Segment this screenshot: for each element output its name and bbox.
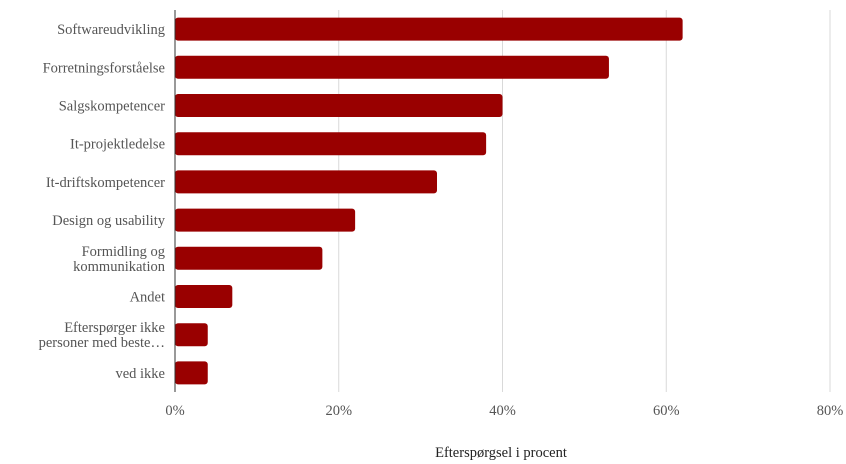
category-label: Salgskompetencer: [59, 99, 165, 115]
category-labels: Softwareudvikling Forretningsforståelse Sa…: [39, 22, 166, 382]
bar: [175, 94, 503, 117]
bar: [175, 361, 208, 385]
category-label: Softwareudvikling: [57, 22, 165, 38]
bar: [175, 323, 208, 347]
x-tick-label: 20%: [325, 403, 352, 419]
bar: [175, 55, 609, 79]
x-tick-label: 0%: [165, 403, 184, 419]
category-label: Andet: [130, 290, 165, 306]
category-label: Forretningsforståelse: [43, 60, 165, 76]
x-tick-label: 40%: [489, 403, 516, 419]
bar: [175, 246, 323, 270]
bar: [175, 208, 356, 232]
x-tick-label: 80%: [817, 403, 844, 419]
bars: [175, 17, 683, 385]
bar: [175, 132, 487, 156]
category-label: It-driftskompetencer: [46, 175, 165, 191]
x-tick-labels: 0% 20% 40% 60% 80%: [165, 403, 843, 419]
category-label: Efterspørger ikke personer med beste…: [39, 320, 165, 351]
x-axis-title: Efterspørgsel i procent: [435, 445, 567, 461]
x-tick-label: 60%: [653, 403, 680, 419]
bar: [175, 285, 233, 308]
category-label: Formidling og kommunikation: [73, 244, 166, 275]
category-label: ved ikke: [115, 366, 165, 382]
category-label: It-projektledelse: [70, 137, 165, 153]
category-label: Design og usability: [52, 213, 166, 229]
bar: [175, 170, 437, 194]
bar: [175, 17, 683, 41]
